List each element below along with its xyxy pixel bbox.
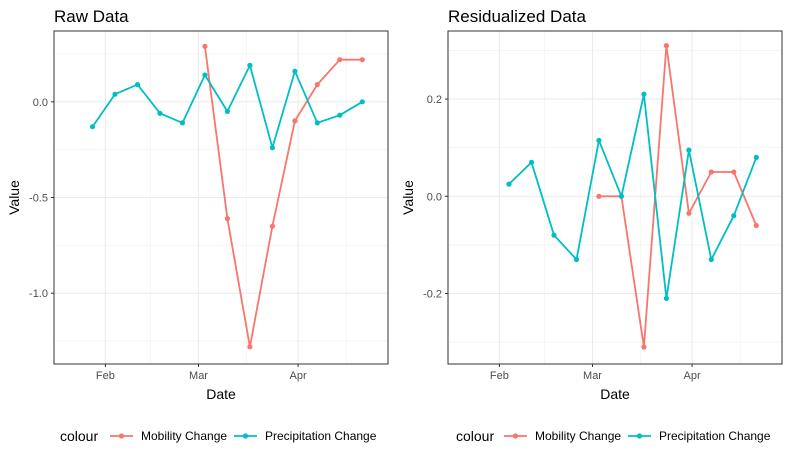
- series-line: [204, 46, 363, 348]
- data-point: [292, 118, 298, 124]
- y-axis-label: Value: [6, 180, 22, 215]
- y-axis-ticks: 0.2 0.0 -0.2: [423, 94, 448, 301]
- data-point: [708, 256, 714, 263]
- legend-label: Precipitation Change: [659, 429, 771, 443]
- data-point: [641, 91, 647, 97]
- data-point: [551, 232, 557, 238]
- data-point: [134, 82, 141, 88]
- series-mobility-change: [202, 43, 365, 350]
- x-axis-ticks: Feb Mar Apr: [96, 364, 307, 382]
- x-axis-ticks: Feb Mar Apr: [490, 364, 701, 382]
- legend-item-precipitation-change: Precipitation Change: [234, 429, 377, 443]
- x-axis-label: Date: [600, 386, 630, 402]
- panel-title: Residualized Data: [448, 7, 587, 26]
- data-point: [337, 112, 343, 118]
- legend-key-point: [512, 433, 519, 439]
- legend-label: Mobility Change: [535, 429, 621, 443]
- plot-background: [448, 31, 782, 364]
- y-tick-label: 0.0: [33, 97, 48, 109]
- residualized-data-panel: Residualized Data 0.2 0.0 -0.2 Feb Mar Apr D…: [400, 7, 783, 402]
- legend-key-point: [636, 433, 643, 439]
- data-point: [596, 193, 602, 199]
- data-point: [573, 256, 580, 263]
- data-point: [157, 110, 163, 116]
- data-point: [314, 82, 320, 88]
- legend: colour Mobility Change Precipitation Cha…: [456, 428, 771, 444]
- data-point: [224, 108, 230, 114]
- data-point: [528, 159, 535, 165]
- data-point: [337, 57, 343, 63]
- data-point: [753, 154, 759, 160]
- data-point: [224, 216, 230, 222]
- legend-key-point: [118, 433, 125, 439]
- x-tick-label: Apr: [684, 370, 701, 382]
- data-point: [247, 344, 253, 350]
- legend-key-point: [242, 433, 249, 439]
- data-point: [202, 43, 208, 49]
- data-point: [247, 62, 253, 68]
- x-tick-label: Feb: [96, 370, 115, 382]
- y-tick-label: -0.2: [423, 289, 442, 301]
- series-layer: [506, 43, 759, 350]
- data-point: [708, 169, 714, 175]
- x-tick-label: Feb: [490, 370, 509, 382]
- data-point: [89, 124, 96, 130]
- series-precipitation-change: [506, 91, 759, 301]
- data-point: [269, 145, 275, 151]
- legend-title: colour: [60, 428, 98, 444]
- series-line: [598, 44, 758, 348]
- data-point: [686, 147, 692, 153]
- series-layer: [89, 43, 365, 350]
- data-point: [663, 295, 670, 301]
- legend-label: Precipitation Change: [265, 429, 377, 443]
- y-tick-label: -0.5: [29, 193, 48, 205]
- y-tick-label: 0.0: [427, 191, 442, 203]
- data-point: [596, 137, 602, 143]
- data-point: [292, 68, 298, 74]
- y-tick-label: -1.0: [29, 288, 48, 300]
- x-tick-label: Mar: [583, 370, 602, 382]
- legend-title: colour: [456, 428, 494, 444]
- data-point: [663, 43, 670, 49]
- x-axis-label: Date: [206, 386, 236, 402]
- legend-item-mobility-change: Mobility Change: [504, 429, 621, 443]
- x-tick-label: Apr: [290, 370, 307, 382]
- data-point: [314, 120, 320, 126]
- data-point: [618, 193, 625, 199]
- data-point: [202, 72, 208, 78]
- y-tick-label: 0.2: [427, 94, 442, 106]
- legend-item-precipitation-change: Precipitation Change: [628, 429, 771, 443]
- y-axis-label: Value: [400, 180, 416, 215]
- y-axis-ticks: 0.0 -0.5 -1.0: [29, 97, 54, 300]
- x-tick-label: Mar: [189, 370, 208, 382]
- grid-minor: [448, 31, 782, 364]
- series-line: [508, 93, 758, 300]
- data-point: [753, 222, 759, 229]
- data-point: [506, 181, 512, 187]
- data-point: [179, 120, 186, 126]
- legend-label: Mobility Change: [141, 429, 227, 443]
- data-point: [359, 57, 365, 63]
- legend-item-mobility-change: Mobility Change: [110, 429, 227, 443]
- data-point: [731, 169, 737, 175]
- data-point: [731, 213, 737, 219]
- data-point: [641, 344, 647, 350]
- data-point: [112, 91, 118, 97]
- legend: colour Mobility Change Precipitation Cha…: [60, 428, 377, 444]
- data-point: [359, 99, 365, 105]
- panel-title: Raw Data: [54, 7, 129, 26]
- data-point: [269, 223, 275, 229]
- data-point: [686, 210, 692, 216]
- plot-border: [447, 30, 783, 365]
- series-precipitation-change: [89, 62, 365, 151]
- raw-data-panel: Raw Data 0.0 -0.5 -1.0 Feb Mar Apr Date Valu…: [6, 7, 389, 402]
